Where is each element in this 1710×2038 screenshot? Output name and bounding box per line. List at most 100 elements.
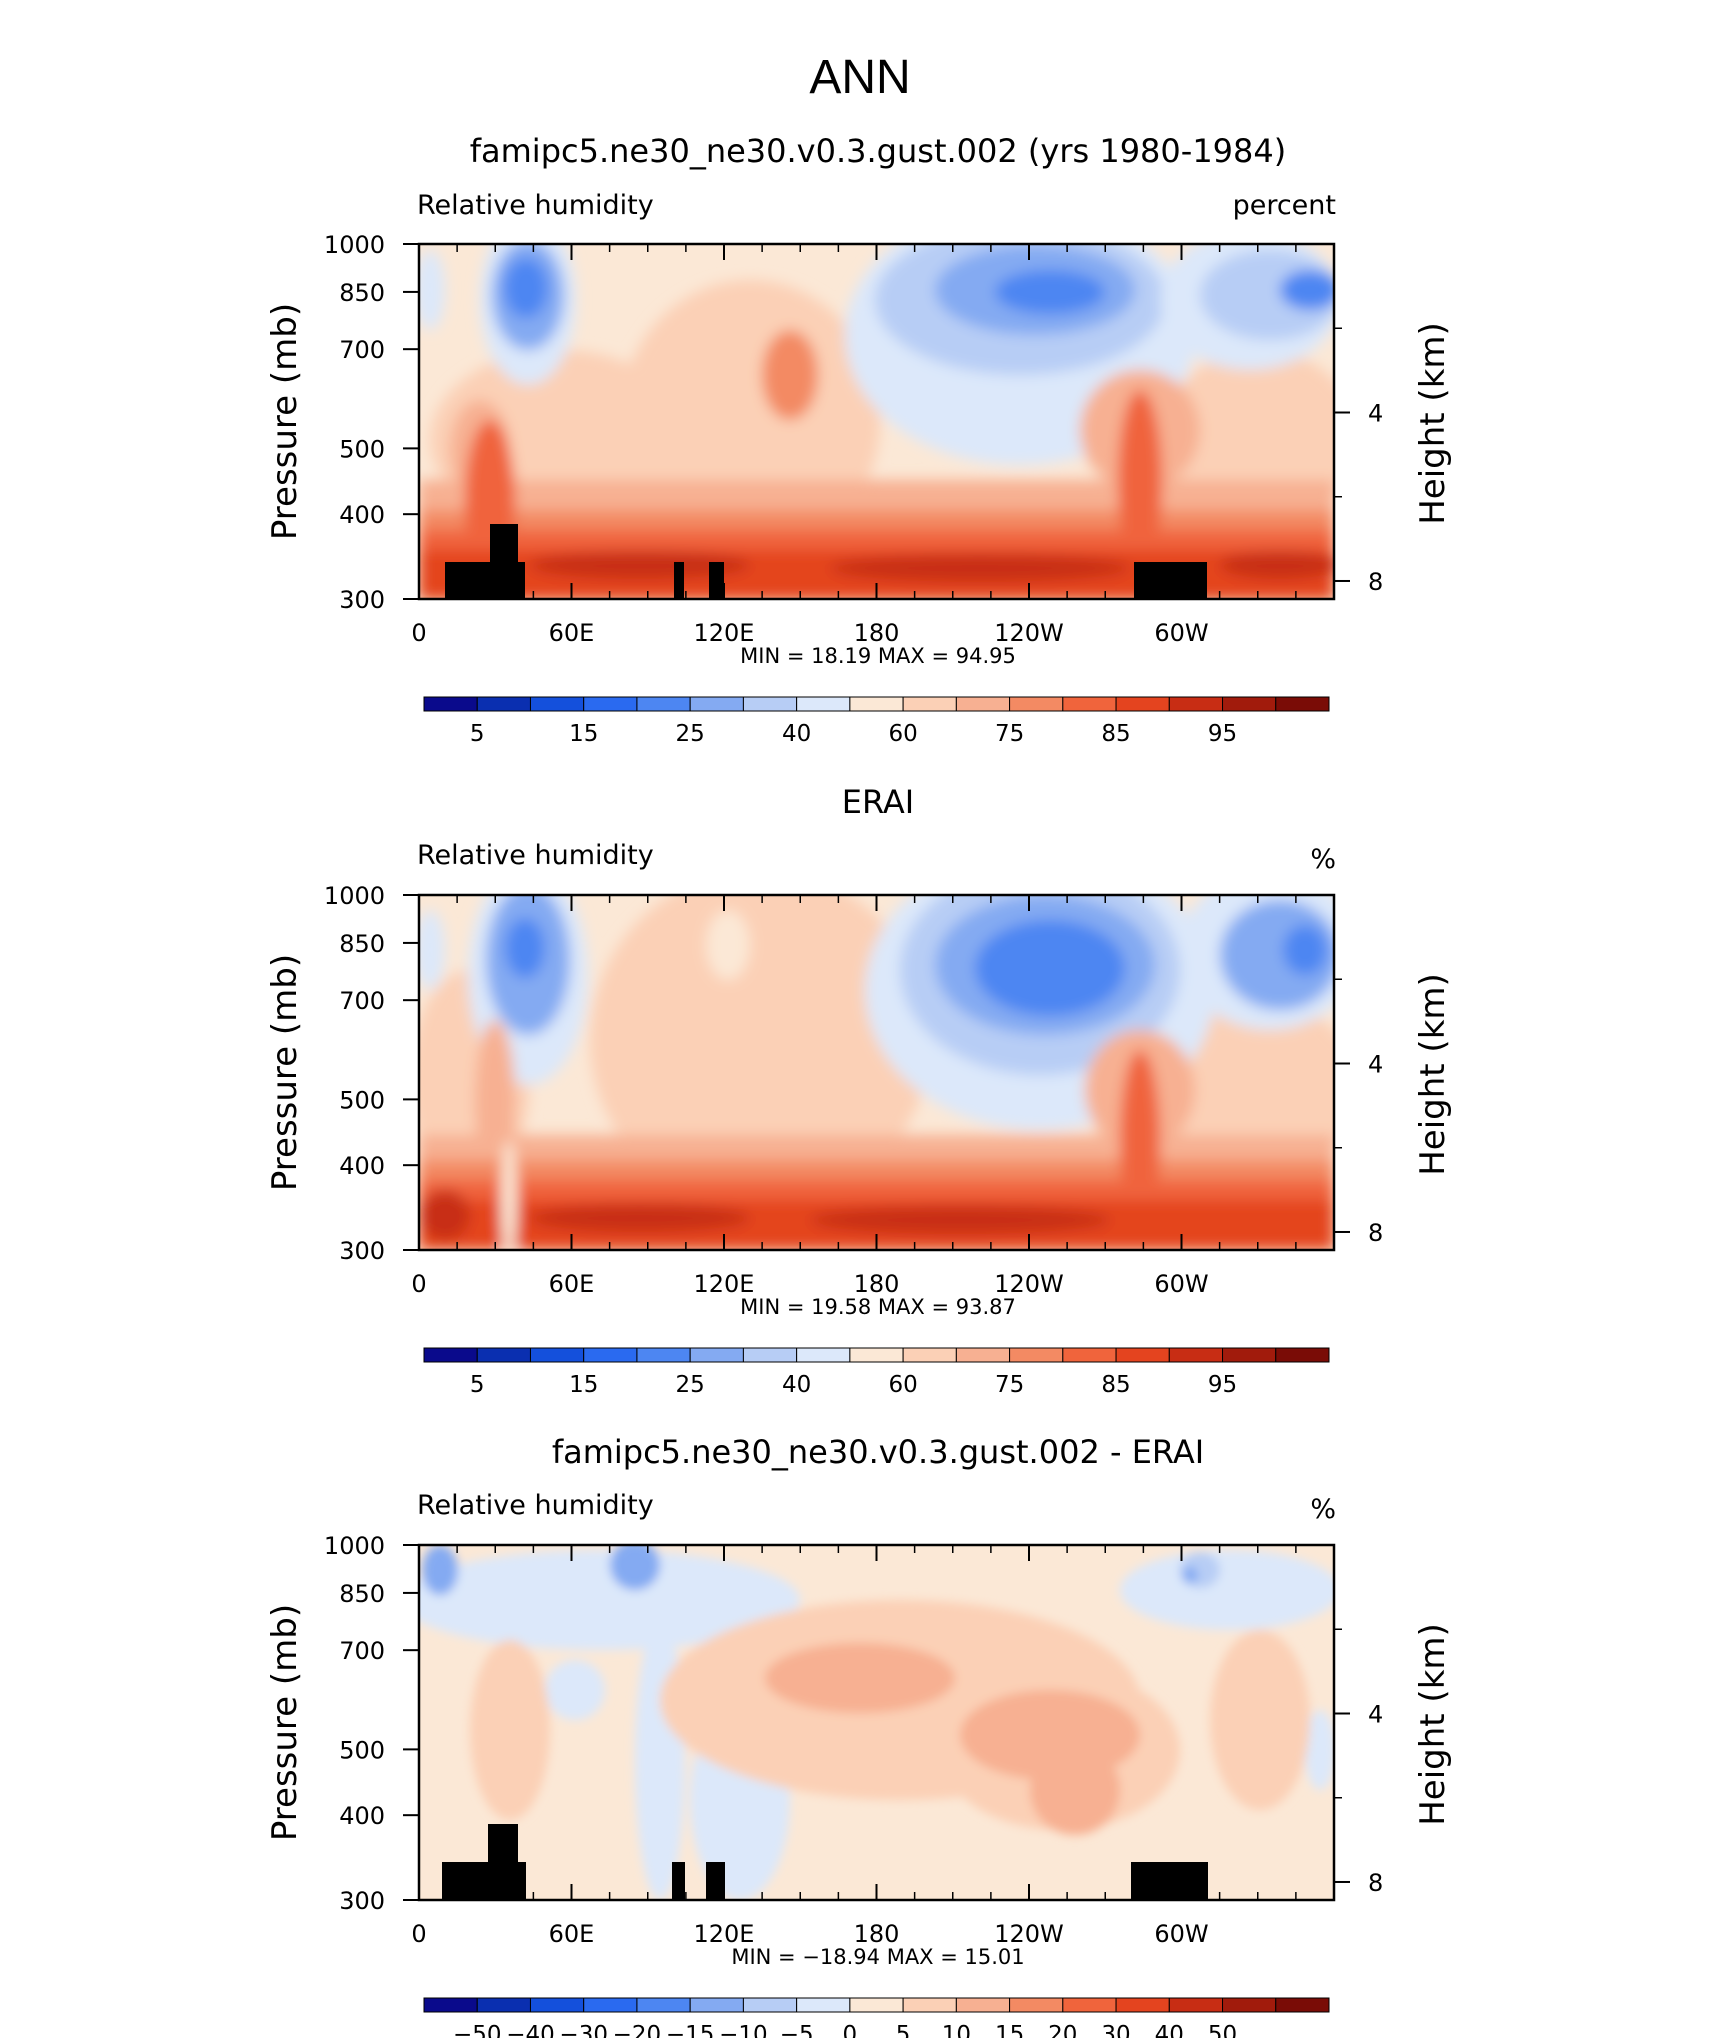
colorbar-swatch [1168, 1347, 1224, 1363]
units-label: % [1310, 844, 1336, 875]
colorbar-label: 85 [1101, 1372, 1130, 1398]
y-tick-label: 700 [339, 1637, 385, 1665]
colorbar-label: 60 [888, 721, 917, 747]
colorbar-swatch [1115, 1997, 1170, 2013]
colorbar-swatch [583, 1347, 638, 1363]
colorbar-label: 25 [676, 1372, 705, 1398]
right-tick-label: 8 [1368, 568, 1383, 596]
variable-label: Relative humidity [417, 1490, 654, 1521]
y-tick-label: 700 [339, 987, 385, 1015]
colorbar-label: 15 [995, 2022, 1024, 2038]
x-tick-label: 0 [411, 1270, 426, 1298]
colorbar-label: −10 [719, 2022, 768, 2038]
panel-title: famipc5.ne30_ne30.v0.3.gust.002 (yrs 198… [470, 132, 1286, 170]
y-axis-title: Pressure (mb) [265, 1604, 305, 1841]
y-tick-label: 1000 [324, 1532, 385, 1560]
colorbar-swatch [1009, 696, 1064, 712]
land-mask [445, 524, 1207, 599]
colorbar-swatch [1222, 1347, 1277, 1363]
colorbar-swatch [529, 696, 585, 712]
colorbar-swatch [636, 1347, 691, 1363]
units-label: percent [1233, 190, 1336, 221]
colorbar-swatch [1168, 1997, 1224, 2013]
colorbar-label: 75 [995, 721, 1024, 747]
x-tick-label: 180 [854, 1920, 900, 1948]
colorbar-swatch [955, 1997, 1011, 2013]
panel-title: ERAI [842, 783, 914, 821]
colorbar-swatch [636, 1997, 691, 2013]
colorbar-label: 95 [1208, 721, 1237, 747]
colorbar-label: −30 [559, 2022, 608, 2038]
colorbar-swatch [1115, 1347, 1170, 1363]
y-tick-label: 400 [339, 1152, 385, 1180]
colorbar-swatch [423, 1347, 478, 1363]
y-tick-label: 500 [339, 1086, 385, 1114]
colorbar-label: 40 [1155, 2022, 1184, 2038]
right-tick-label: 4 [1368, 1050, 1383, 1078]
colorbar-label: 5 [470, 721, 485, 747]
colorbar-swatch [1222, 1997, 1277, 2013]
colorbar-swatch [1062, 696, 1117, 712]
x-tick-label: 120W [994, 1920, 1064, 1948]
colorbar-swatch [1009, 1997, 1064, 2013]
colorbar-label: −5 [780, 2022, 814, 2038]
colorbar-swatch [529, 1347, 585, 1363]
x-tick-label: 60W [1154, 619, 1208, 647]
y-tick-label: 300 [339, 1887, 385, 1915]
x-tick-label: 120E [694, 1270, 755, 1298]
y-tick-label: 850 [339, 930, 385, 958]
colorbar-swatch [902, 1347, 957, 1363]
colorbar-swatch [796, 1347, 851, 1363]
colorbar-swatch [849, 1997, 904, 2013]
colorbar-swatch [689, 696, 744, 712]
y-tick-label: 1000 [324, 231, 385, 259]
colorbar-label: −15 [666, 2022, 715, 2038]
y-tick-label: 400 [339, 501, 385, 529]
min-max-stats: MIN = 19.58 MAX = 93.87 [740, 1295, 1016, 1319]
panel-difference: famipc5.ne30_ne30.v0.3.gust.002 - ERAI R… [265, 1433, 1453, 2038]
colorbar-swatch [742, 696, 798, 712]
x-tick-label: 120W [994, 619, 1064, 647]
colorbar-label: 95 [1208, 1372, 1237, 1398]
y-tick-label: 400 [339, 1802, 385, 1830]
colorbar-swatch [849, 696, 904, 712]
colorbar-label: 85 [1101, 721, 1130, 747]
colorbar-label: −40 [506, 2022, 555, 2038]
colorbar-label: 75 [995, 1372, 1024, 1398]
colorbar-label: 15 [569, 1372, 598, 1398]
y-tick-label: 500 [339, 1736, 385, 1764]
units-label: % [1310, 1494, 1336, 1525]
contour-field [419, 1545, 1334, 1900]
colorbar-swatch [423, 1997, 478, 2013]
colorbar-swatch [529, 1997, 585, 2013]
variable-label: Relative humidity [417, 190, 654, 221]
right-tick-label: 4 [1368, 1700, 1383, 1728]
x-tick-label: 0 [411, 1920, 426, 1948]
y-tick-label: 850 [339, 1580, 385, 1608]
colorbar-swatch [1115, 696, 1170, 712]
colorbar-swatch [476, 1997, 531, 2013]
x-tick-label: 60E [549, 1270, 595, 1298]
land-mask [442, 1824, 1208, 1900]
colorbar-swatch [902, 1997, 957, 2013]
colorbar-swatch [796, 696, 851, 712]
right-axis-title: Height (km) [1413, 1623, 1453, 1826]
colorbar-label: 30 [1101, 2022, 1130, 2038]
panel-title: famipc5.ne30_ne30.v0.3.gust.002 - ERAI [552, 1433, 1204, 1471]
y-axis-title: Pressure (mb) [265, 954, 305, 1191]
x-tick-label: 120E [694, 1920, 755, 1948]
y-tick-label: 300 [339, 586, 385, 614]
colorbar-swatch [742, 1347, 798, 1363]
panel-reference: ERAI Relative humidity % [265, 783, 1453, 1398]
colorbar-swatch [1062, 1347, 1117, 1363]
colorbar-label: 40 [782, 1372, 811, 1398]
y-tick-label: 850 [339, 279, 385, 307]
colorbar-label: 60 [888, 1372, 917, 1398]
colorbar-swatch [742, 1997, 798, 2013]
x-tick-label: 120W [994, 1270, 1064, 1298]
min-max-stats: MIN = 18.19 MAX = 94.95 [740, 644, 1016, 668]
panel-test: famipc5.ne30_ne30.v0.3.gust.002 (yrs 198… [265, 132, 1453, 747]
x-tick-label: 60E [549, 1920, 595, 1948]
right-tick-label: 8 [1368, 1219, 1383, 1247]
